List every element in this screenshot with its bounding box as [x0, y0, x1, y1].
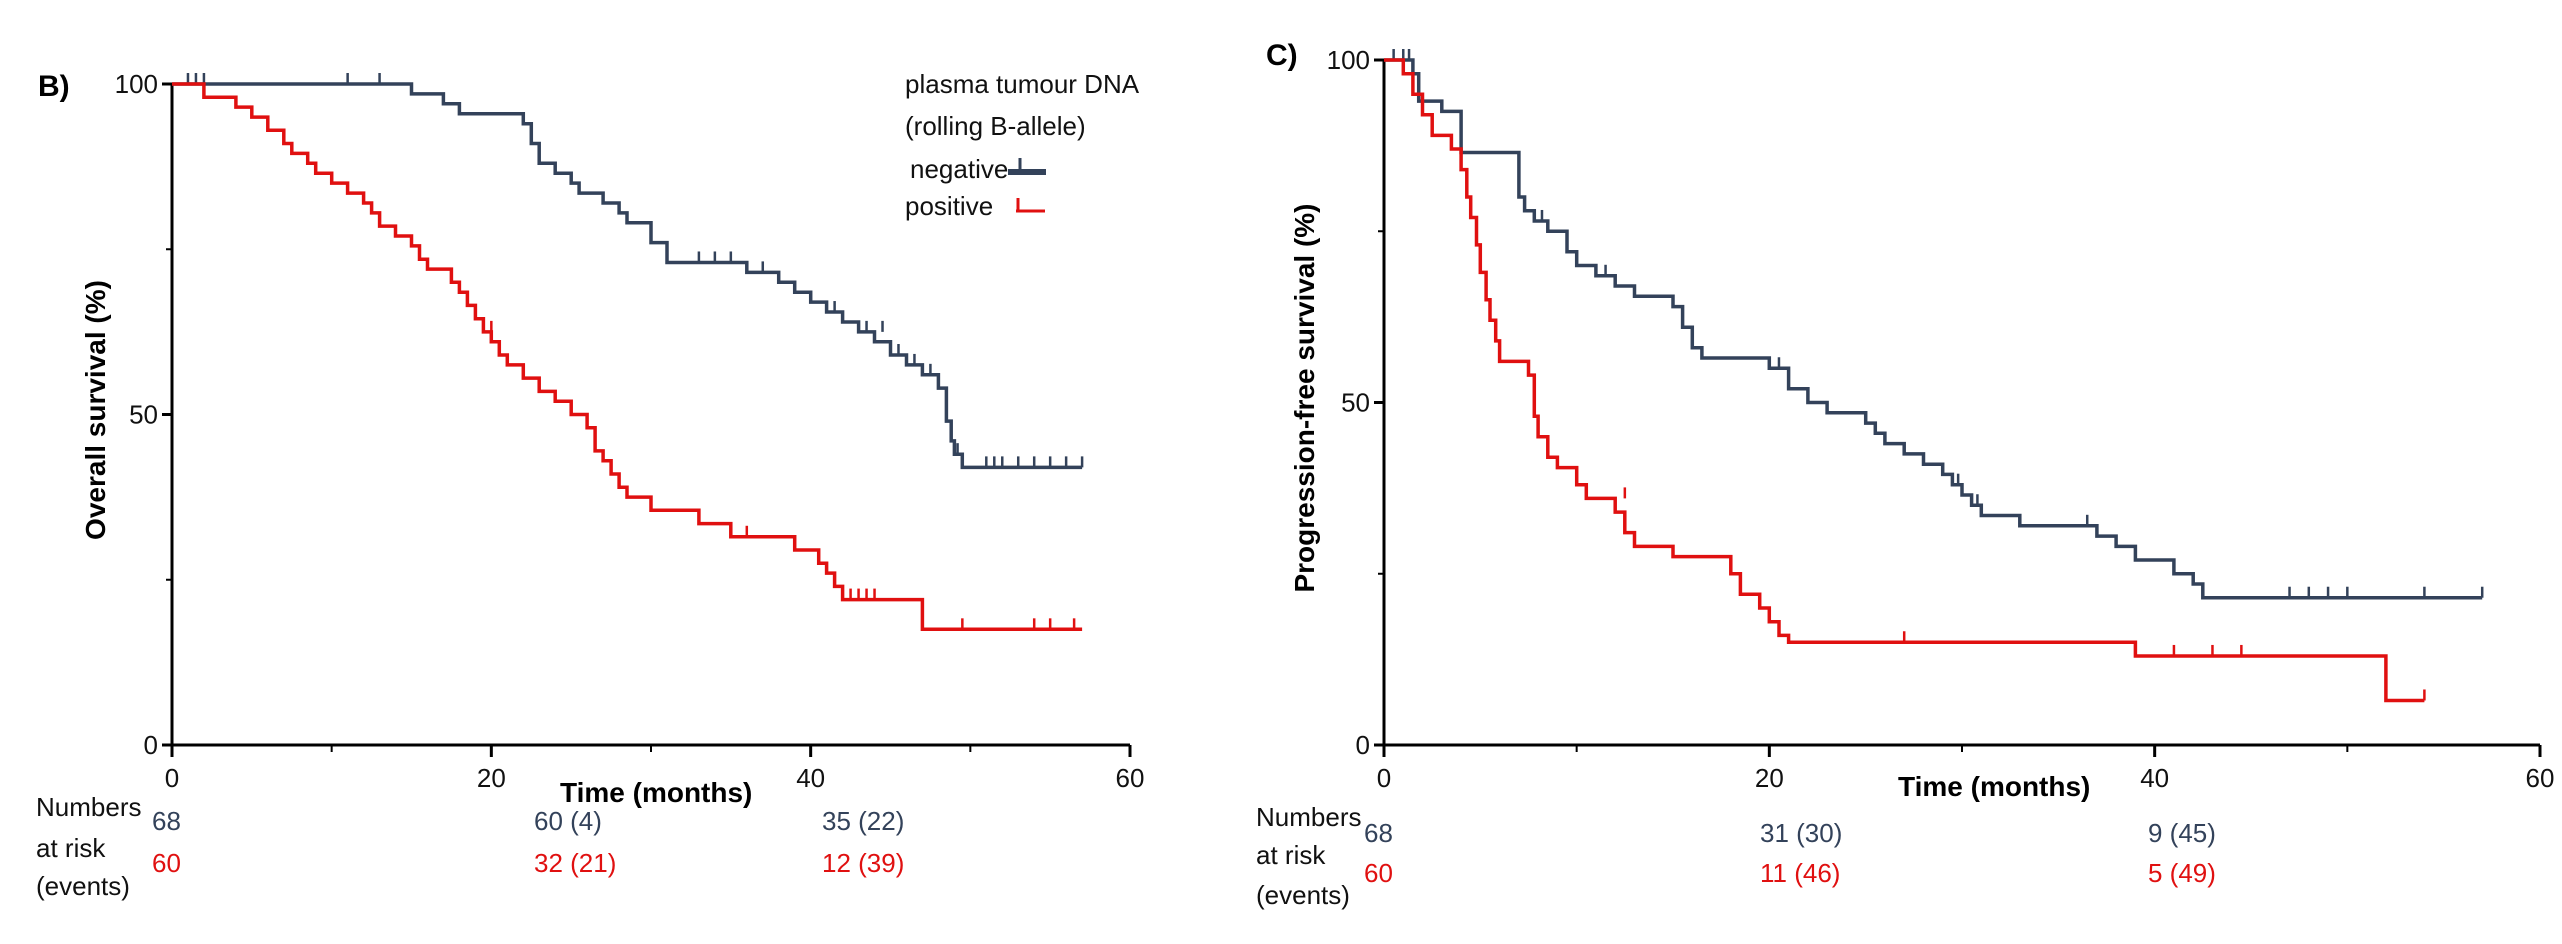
panel-c: C) Progression-free survival (%) Time (m…: [1266, 39, 2554, 802]
x-tick-label: 60: [1116, 763, 1145, 793]
x-tick-label: 40: [796, 763, 825, 793]
risk-value-negative: 35 (22): [822, 806, 904, 836]
y-tick-label: 100: [115, 69, 158, 99]
x-tick-label: 20: [477, 763, 506, 793]
series-line-negative: [172, 82, 1083, 470]
y-tick-label: 50: [129, 400, 158, 430]
risk-value-negative: 9 (45): [2148, 818, 2216, 848]
y-tick-label: 0: [1356, 730, 1370, 760]
risk-value-positive: 5 (49): [2148, 858, 2216, 888]
series-line-positive: [172, 82, 1083, 632]
risk-header-line2-c: at risk: [1256, 840, 1326, 870]
panel-c-y-axis-title: Progression-free survival (%): [1289, 203, 1320, 592]
x-tick-label: 20: [1755, 763, 1784, 793]
x-tick-label: 60: [2526, 763, 2555, 793]
panel-b-risk-table: Numbers at risk (events) 68 60 (4) 35 (22)…: [36, 792, 904, 901]
risk-header-line3-c: (events): [1256, 880, 1350, 910]
risk-header-line1: Numbers: [36, 792, 141, 822]
panel-c-risk-table: Numbers at risk (events) 68 31 (30) 9 (45)…: [1256, 802, 2216, 910]
panel-b-x-axis-title: Time (months): [560, 777, 752, 808]
risk-value-negative: 68: [152, 806, 181, 836]
risk-value-positive: 32 (21): [534, 848, 616, 878]
legend-negative-label: negative: [910, 154, 1008, 184]
legend-title-line1: plasma tumour DNA: [905, 69, 1140, 99]
panel-b-letter: B): [38, 70, 70, 103]
legend-title-line2: (rolling B-allele): [905, 111, 1086, 141]
series-line-negative: [1384, 58, 2483, 600]
panel-c-axes: 0 50 100 0 20 40 60: [1327, 45, 2555, 793]
risk-value-negative: 60 (4): [534, 806, 602, 836]
y-tick-label: 50: [1341, 388, 1370, 418]
panel-c-series: [1384, 49, 2484, 703]
panel-c-risk-values: 68 31 (30) 9 (45) 60 11 (46) 5 (49): [1364, 818, 2216, 888]
y-tick-label: 0: [144, 730, 158, 760]
risk-value-positive: 11 (46): [1760, 858, 1840, 888]
panel-b-risk-values: 68 60 (4) 35 (22) 60 32 (21) 12 (39): [152, 806, 904, 878]
panel-c-x-axis-title: Time (months): [1898, 771, 2090, 802]
risk-header-line3: (events): [36, 871, 130, 901]
series-line-positive: [1384, 58, 2425, 703]
panel-b: B) Overall survival (%) Time (months) 0 5…: [38, 69, 1144, 808]
risk-header-line2: at risk: [36, 833, 106, 863]
y-tick-label: 100: [1327, 45, 1370, 75]
risk-value-negative: 31 (30): [1760, 818, 1842, 848]
panel-c-letter: C): [1266, 39, 1298, 72]
legend-positive-label: positive: [905, 191, 993, 221]
x-tick-label: 0: [165, 763, 179, 793]
risk-value-positive: 60: [152, 848, 181, 878]
x-tick-label: 0: [1377, 763, 1391, 793]
risk-value-positive: 12 (39): [822, 848, 904, 878]
risk-value-negative: 68: [1364, 818, 1393, 848]
panel-b-series: [172, 73, 1084, 632]
panel-b-y-axis-title: Overall survival (%): [80, 280, 111, 540]
x-tick-label: 40: [2140, 763, 2169, 793]
legend: plasma tumour DNA (rolling B-allele) neg…: [905, 69, 1140, 221]
panel-b-axes: 0 50 100 0 20 40 60: [115, 69, 1145, 793]
risk-header-line1-c: Numbers: [1256, 802, 1361, 832]
risk-value-positive: 60: [1364, 858, 1393, 888]
